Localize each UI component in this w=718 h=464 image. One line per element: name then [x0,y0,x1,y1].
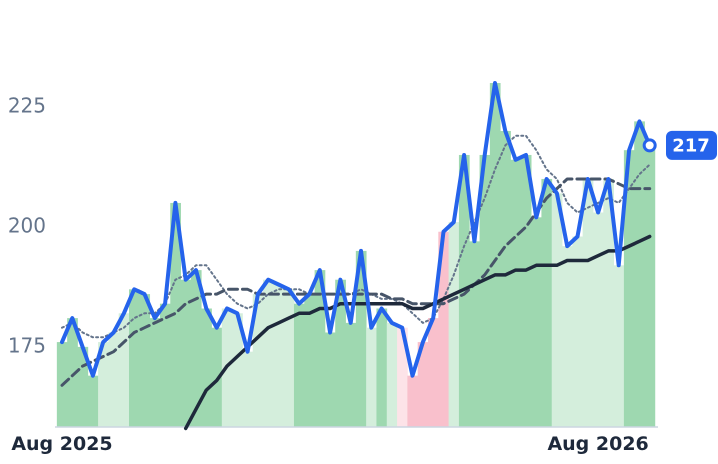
area-segment [345,322,357,427]
area-segment [376,308,388,427]
y-tick-label: 175 [8,333,46,357]
area-segment [417,342,429,427]
area-segment [201,308,212,427]
area-segment [634,121,645,427]
area-segment [582,178,594,427]
area-segment [644,145,656,427]
area-segment [335,279,346,427]
area-segment [448,222,460,427]
area-segment [562,246,573,427]
last-point [642,138,657,153]
area-segment [407,375,419,427]
x-tick-label: Aug 2025 [11,433,112,455]
value-badge [666,130,717,160]
area-segment [139,294,151,427]
y-tick-label: 200 [8,213,46,237]
area-segment [149,318,161,427]
area-segment [355,250,367,427]
area-segment [263,279,274,427]
area-segment [283,289,295,427]
area-segment [479,154,491,428]
area-segment [428,318,439,427]
area-segment [180,279,192,427]
series-line [60,81,652,378]
area-segment [551,193,563,427]
area-segment [603,178,614,427]
area-segment [500,130,511,428]
area-segment [252,294,264,427]
area-segment [386,322,398,427]
area-segment [108,332,120,427]
area-segment [572,236,584,427]
area-segment [67,318,78,427]
area-segment [118,313,130,427]
area-segment [159,303,171,427]
area-segment [129,289,140,427]
area-segment [531,217,542,427]
series-line [183,234,652,431]
area-segment [438,231,450,427]
area-segment [304,294,315,427]
area-segment [190,270,202,427]
area-segment [87,375,99,427]
x-tick-label: Aug 2026 [547,433,648,455]
area-segment [232,313,243,427]
area-segment [273,284,285,427]
value-badge-label: 217 [672,135,710,156]
area-segment [77,346,89,427]
area-segment [324,332,336,427]
area-segment [469,241,480,427]
area-segment [397,327,408,427]
area-segment [520,154,532,428]
area-segment [98,342,109,427]
area-segment [510,159,522,427]
y-tick-label: 225 [8,93,46,117]
area-segment [613,265,625,427]
area-segment [623,150,635,427]
area-segment [366,327,377,427]
area-segment [541,178,553,427]
area-segment [293,303,305,427]
area-segment [592,212,604,427]
area-segment [489,83,501,427]
area-segment [170,202,181,427]
area-segment [314,270,326,427]
area-segment [242,351,254,427]
